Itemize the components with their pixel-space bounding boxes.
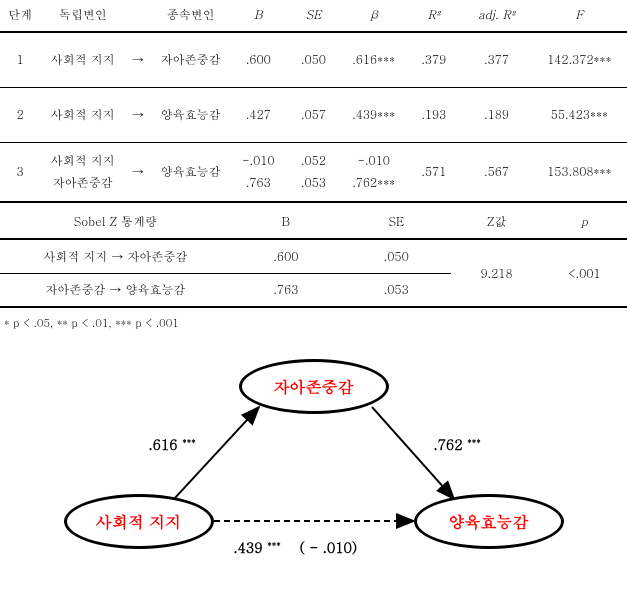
col-p: p [542,207,627,239]
cell-B: .763 [231,273,341,307]
cell-F: 153.808*** [532,142,627,202]
sobel-table: Sobel Z 통계량 B SE Z값 p 사회적 지지 → 자아존중감 .60… [0,207,627,308]
coef: .762 [434,434,463,454]
cell-adjR2: .377 [461,32,531,87]
cell-iv1: 사회적 지지 [43,150,122,172]
suffix: ( - .010) [299,537,357,557]
stars: *** [182,434,196,447]
cell-R2: .193 [406,87,461,142]
node-parenting-efficacy: 양육효능감 [414,494,564,549]
col-sobel: Sobel Z 통계량 [0,207,231,239]
footnote: * p < .05, ** p < .01, *** p < .001 [0,308,627,339]
cell-arrow: → [125,32,150,87]
cell-dv: 양육효능감 [150,87,230,142]
cell-SE: .053 [341,273,451,307]
cell-B: -.010 .763 [231,142,286,202]
table-row: 2 사회적 지지 → 양육효능감 .427 .057 .439*** .193 … [0,87,627,142]
cell-iv: 사회적 지지 [40,32,125,87]
col-SE: SE [341,207,451,239]
col-R2: R² [406,0,461,32]
cell-iv: 사회적 지지 [40,87,125,142]
table-header-row: 단계 독립변인 종속변인 B SE β R² adj. R² F [0,0,627,32]
cell-beta: .616*** [341,32,406,87]
col-B: B [231,207,341,239]
cell-dv: 자아존중감 [150,32,230,87]
cell-dv: 양육효능감 [150,142,230,202]
cell-F: 55.423*** [532,87,627,142]
cell-B: .427 [231,87,286,142]
cell-SE: .052 .053 [286,142,341,202]
cell-B: .600 [231,239,341,273]
cell-beta1: -.010 [344,150,403,172]
cell-adjR2: .189 [461,87,531,142]
cell-path: 자아존중감 → 양육효능감 [0,273,231,307]
cell-SE2: .053 [289,172,338,194]
cell-B: .600 [231,32,286,87]
regression-table: 단계 독립변인 종속변인 B SE β R² adj. R² F 1 사회적 지… [0,0,627,203]
cell-SE: .057 [286,87,341,142]
col-Z: Z값 [451,207,541,239]
cell-R2: .571 [406,142,461,202]
coef: .616 [149,434,178,454]
col-iv: 독립변인 [40,0,125,32]
coef: .439 [234,537,263,557]
label-left-right: .439 *** ( - .010) [234,537,358,557]
cell-adjR2: .567 [461,142,531,202]
table-row: 사회적 지지 → 자아존중감 .600 .050 9.218 <.001 [0,239,627,273]
label-top-right: .762 *** [434,434,481,454]
cell-step: 1 [0,32,40,87]
col-dv: 종속변인 [150,0,230,32]
cell-step: 2 [0,87,40,142]
stars: *** [267,537,281,550]
cell-arrow: → [125,87,150,142]
col-adjR2: adj. R² [461,0,531,32]
cell-path: 사회적 지지 → 자아존중감 [0,239,231,273]
col-B: B [231,0,286,32]
stars: *** [467,434,481,447]
cell-SE1: .052 [289,150,338,172]
cell-B1: -.010 [234,150,283,172]
col-step: 단계 [0,0,40,32]
col-SE: SE [286,0,341,32]
node-self-esteem: 자아존중감 [239,359,389,414]
cell-B2: .763 [234,172,283,194]
sobel-header-row: Sobel Z 통계량 B SE Z값 p [0,207,627,239]
col-arrow [125,0,150,32]
cell-beta: -.010 .762*** [341,142,406,202]
col-F: F [532,0,627,32]
cell-Z: 9.218 [451,239,541,307]
cell-p: <.001 [542,239,627,307]
cell-SE: .050 [286,32,341,87]
table-row: 3 사회적 지지 자아존중감 → 양육효능감 -.010 .763 .052 .… [0,142,627,202]
cell-SE: .050 [341,239,451,273]
mediation-diagram: 자아존중감 사회적 지지 양육효능감 .616 *** .762 *** .43… [44,359,584,559]
cell-F: 142.372*** [532,32,627,87]
cell-beta2: .762*** [344,172,403,194]
cell-arrow: → [125,142,150,202]
table-row: 1 사회적 지지 → 자아존중감 .600 .050 .616*** .379 … [0,32,627,87]
label-left-top: .616 *** [149,434,196,454]
cell-beta: .439*** [341,87,406,142]
cell-R2: .379 [406,32,461,87]
cell-iv2: 자아존중감 [43,172,122,194]
cell-step: 3 [0,142,40,202]
cell-iv: 사회적 지지 자아존중감 [40,142,125,202]
col-beta: β [341,0,406,32]
node-social-support: 사회적 지지 [64,494,214,549]
